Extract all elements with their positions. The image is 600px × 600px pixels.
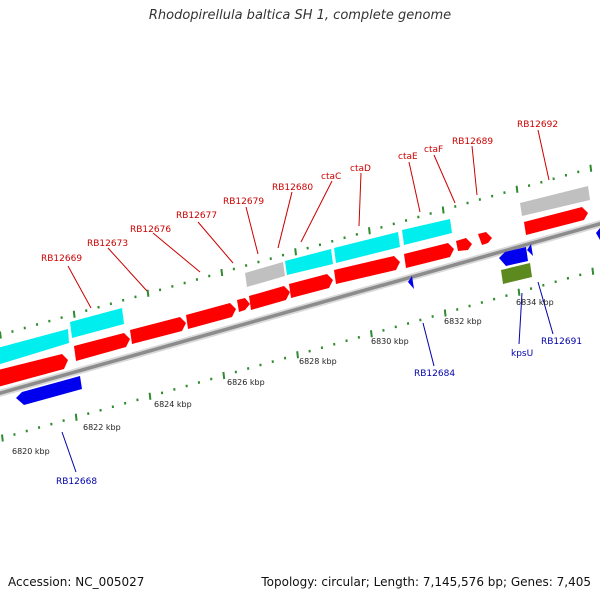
major-tick: [591, 267, 595, 275]
major-tick: [74, 413, 78, 421]
forward-cds-arrow: [524, 207, 588, 235]
gene-label-ctaf: ctaF: [424, 145, 443, 155]
scale-label: 6834 kbp: [516, 298, 554, 307]
reverse-cds-arrow: [499, 247, 528, 266]
reverse-cds-track: [16, 228, 600, 405]
forward-cds-arrow: [249, 286, 290, 310]
rna-feature: [0, 329, 69, 365]
rna-feature: [285, 249, 333, 275]
major-tick: [441, 206, 445, 214]
major-tick: [72, 310, 76, 318]
major-tick: [589, 164, 593, 172]
reverse-cds-arrow: [16, 376, 82, 405]
forward-rna-track: [0, 186, 590, 365]
rna-feature: [70, 308, 124, 338]
major-tick: [222, 371, 226, 380]
forward-cds-arrow: [334, 256, 400, 284]
forward-cds-arrow: [237, 298, 250, 312]
forward-cds-arrow: [456, 238, 472, 251]
grey-feature: [245, 262, 285, 287]
major-tick: [515, 185, 519, 193]
forward-tick-row: [0, 164, 593, 339]
gene-label-rb12679: RB12679: [223, 197, 264, 207]
forward-leader-lines: [67, 129, 550, 309]
gene-label-rb12680: RB12680: [272, 183, 313, 193]
gene-label-rb12689: RB12689: [452, 137, 493, 147]
scale-label: 6828 kbp: [299, 357, 337, 366]
scale-label: 6820 kbp: [12, 447, 50, 456]
scale-label: 6824 kbp: [154, 400, 192, 409]
gene-label-rb12668: RB12668: [56, 477, 97, 487]
rna-feature: [334, 232, 400, 263]
forward-cds-arrow: [478, 232, 492, 245]
gene-label-ctad: ctaD: [350, 164, 371, 174]
forward-cds-arrow: [74, 333, 130, 361]
genome-summary-text: Topology: circular; Length: 7,145,576 bp…: [261, 575, 591, 589]
gene-label-rb12677: RB12677: [176, 211, 217, 221]
major-tick: [294, 248, 297, 256]
forward-cds-arrow: [404, 243, 454, 268]
reverse-other-feature: [501, 263, 532, 284]
major-tick: [368, 227, 371, 235]
reverse-cds-arrow: [408, 276, 414, 289]
major-tick: [148, 392, 152, 400]
scale-label: 6826 kbp: [227, 378, 265, 387]
major-tick: [220, 268, 224, 277]
scale-label: 6822 kbp: [83, 423, 121, 432]
gene-label-ctae: ctaE: [398, 152, 418, 162]
grey-feature: [520, 186, 590, 216]
forward-cds-arrow: [130, 317, 186, 344]
reverse-cds-arrow: [596, 228, 600, 240]
map-title: Rhodopirellula baltica SH 1, complete ge…: [148, 8, 452, 23]
reverse-leader-lines: [61, 281, 554, 473]
gene-label-kpsu: kpsU: [511, 349, 533, 359]
gene-label-ctac: ctaC: [321, 172, 341, 182]
scale-label: 6832 kbp: [444, 317, 482, 326]
gene-label-rb12691: RB12691: [541, 337, 582, 347]
major-tick: [1, 434, 4, 442]
rna-feature: [402, 219, 452, 245]
scale-label: 6830 kbp: [371, 337, 409, 346]
major-tick: [146, 289, 150, 297]
forward-cds-arrow: [0, 354, 68, 387]
forward-cds-arrow: [186, 303, 236, 329]
gene-label-rb12684: RB12684: [414, 369, 455, 379]
gene-label-rb12669: RB12669: [41, 254, 82, 264]
gene-label-rb12673: RB12673: [87, 239, 128, 249]
gene-label-rb12692: RB12692: [517, 120, 558, 130]
major-tick: [0, 331, 2, 339]
genome-backbone: [0, 220, 600, 397]
scale-labels: 6820 kbp 6822 kbp 6824 kbp 6826 kbp 6828…: [12, 298, 554, 456]
major-tick: [296, 351, 299, 359]
major-tick: [443, 309, 447, 317]
major-tick: [370, 330, 373, 338]
forward-cds-track: [0, 207, 588, 387]
forward-cds-arrow: [289, 274, 333, 298]
major-tick: [517, 288, 521, 296]
accession-text: Accession: NC_005027: [8, 575, 145, 589]
reverse-tick-row: [1, 267, 595, 442]
reverse-gene-labels: RB12668 RB12684 kpsU RB12691: [56, 337, 582, 487]
forward-gene-labels: RB12669 RB12673 RB12676 RB12677 RB12679 …: [41, 120, 558, 264]
reverse-cds-arrow: [527, 244, 533, 256]
gene-label-rb12676: RB12676: [130, 225, 171, 235]
